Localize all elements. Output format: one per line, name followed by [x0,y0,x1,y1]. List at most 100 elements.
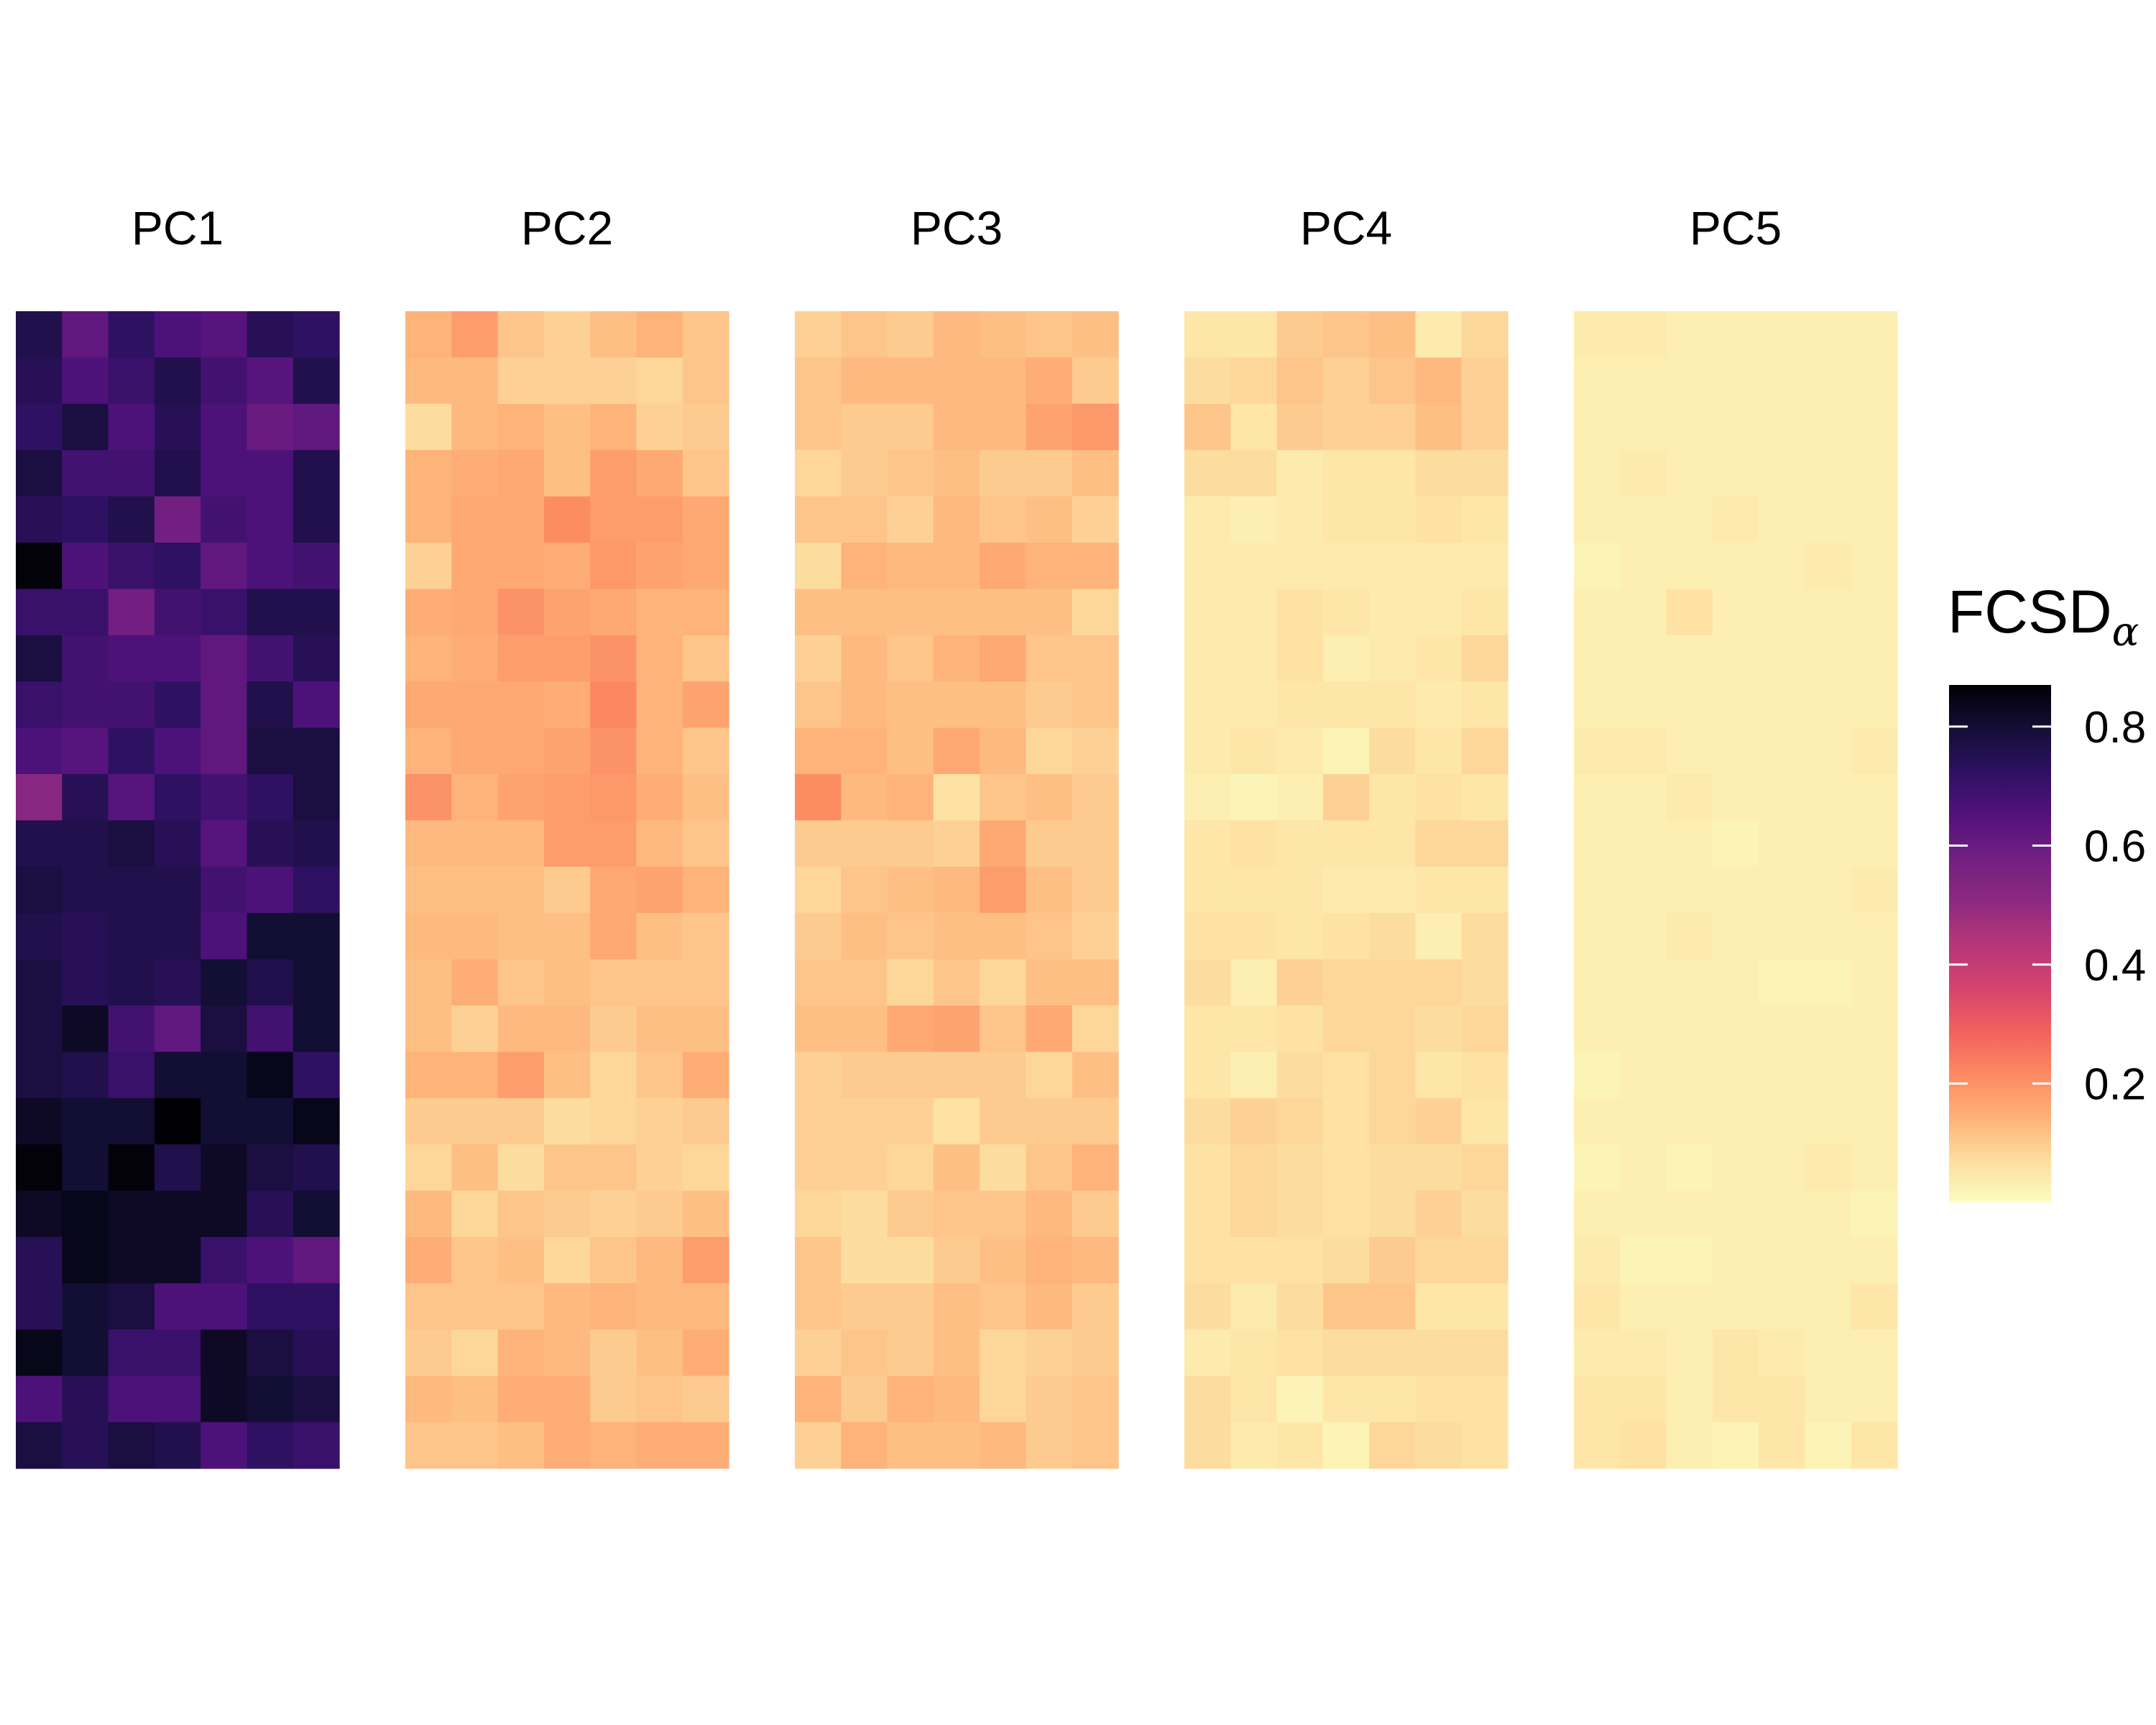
heatmap-cell [247,1052,294,1099]
heatmap-cell [1026,1144,1073,1192]
heatmap-cell [405,1052,452,1099]
heatmap-cell [1620,1190,1667,1238]
heatmap-cell [1851,1190,1898,1238]
heatmap-cell [16,1190,63,1238]
heatmap-cell [841,1422,888,1469]
heatmap-cell [1415,357,1462,405]
heatmap-cell [636,589,683,636]
heatmap-cell [62,450,109,497]
heatmap-cell [405,635,452,682]
heatmap-cell [887,635,934,682]
heatmap-cell [1461,1190,1508,1238]
heatmap-cell [887,357,934,405]
heatmap-cell [16,913,63,960]
heatmap-cell [1461,774,1508,821]
heatmap-cell [1184,496,1231,543]
heatmap-cell [201,357,248,405]
heatmap-cell [1759,727,1806,775]
heatmap-cell [497,1098,545,1145]
heatmap-cell [1184,1329,1231,1376]
heatmap-cell [201,450,248,497]
heatmap-cell [590,1329,637,1376]
heatmap-cell [590,496,637,543]
heatmap-cell [1276,774,1324,821]
heatmap-cell [1712,1283,1759,1330]
heatmap-cell [1230,311,1278,358]
heatmap-cell [980,681,1027,729]
heatmap-cell [154,450,201,497]
heatmap-cell [247,543,294,589]
heatmap-cell [451,913,499,960]
heatmap-cell [1712,727,1759,775]
heatmap-cell [1230,543,1278,589]
heatmap-cell [1072,1329,1119,1376]
heatmap-cell [1072,543,1119,589]
heatmap-cell [154,543,201,589]
heatmap-cell [980,959,1027,1006]
heatmap-cell [1759,1190,1806,1238]
heatmap-cell [543,1422,591,1469]
heatmap-cell [1230,913,1278,960]
heatmap-cell [933,1144,980,1192]
legend-title: FCSDα [1948,578,2139,656]
heatmap-cell [108,1422,155,1469]
heatmap-cell [1369,1376,1416,1423]
heatmap-cell [62,1098,109,1145]
heatmap-cell [1574,311,1621,358]
heatmap-cell [1026,1329,1073,1376]
heatmap-cell [292,1376,340,1423]
legend-tick-label: 0.2 [2084,1059,2146,1109]
heatmap-cell [292,1144,340,1192]
heatmap-cell [1369,1422,1416,1469]
heatmap-cell [1461,543,1508,589]
heatmap-cell [16,496,63,543]
heatmap-cell [1369,543,1416,589]
heatmap-cell [292,1006,340,1052]
heatmap-cell [636,681,683,729]
heatmap-cell [1712,450,1759,497]
heatmap-cell [1369,820,1416,868]
heatmap-cell [1026,820,1073,868]
heatmap-cell [795,1052,842,1099]
heatmap-cell [154,496,201,543]
heatmap-cell [1322,1144,1370,1192]
heatmap-cell [590,1144,637,1192]
heatmap-cell [108,496,155,543]
heatmap-cell [1415,1283,1462,1330]
heatmap-cell [451,543,499,589]
heatmap-cell [1851,820,1898,868]
heatmap-cell [980,496,1027,543]
heatmap-cell [247,774,294,821]
panel-title: PC4 [1300,201,1392,254]
heatmap-cell [1805,403,1852,451]
heatmap-cell [1574,959,1621,1006]
heatmap-cell [682,1052,729,1099]
heatmap-cell [933,1190,980,1238]
heatmap-cell [1461,1376,1508,1423]
heatmap-cell [1322,589,1370,636]
heatmap-cell [1574,866,1621,914]
heatmap-cell [201,1052,248,1099]
heatmap-cell [841,450,888,497]
heatmap-cell [841,589,888,636]
heatmap-cell [1461,1052,1508,1099]
heatmap-cell [1230,357,1278,405]
heatmap-cell [451,681,499,729]
heatmap-cell [682,357,729,405]
heatmap-cell [1026,1098,1073,1145]
heatmap-cell [1666,543,1713,589]
heatmap-cell [1026,1237,1073,1284]
heatmap-cell [1415,959,1462,1006]
heatmap-cell [1184,1098,1231,1145]
heatmap-cell [1574,681,1621,729]
heatmap-cell [201,866,248,914]
heatmap-cell [247,450,294,497]
heatmap-cell [543,403,591,451]
heatmap-cell [1072,1052,1119,1099]
heatmap-cell [1415,681,1462,729]
panel-title: PC1 [132,201,224,254]
heatmap-cell [451,1052,499,1099]
heatmap-cell [1574,1098,1621,1145]
heatmap-cell [1759,1283,1806,1330]
heatmap-cell [405,357,452,405]
